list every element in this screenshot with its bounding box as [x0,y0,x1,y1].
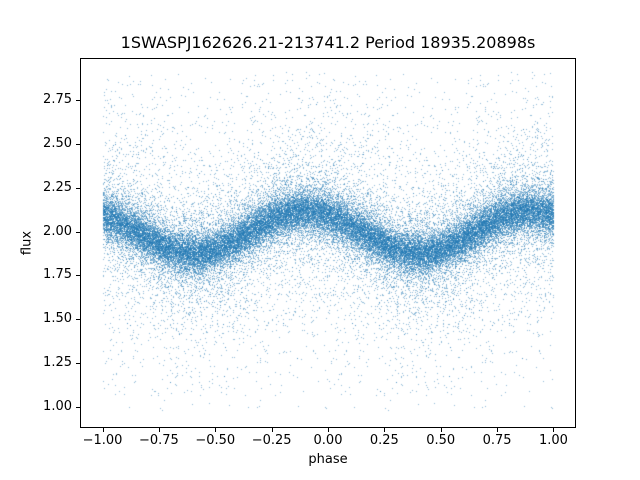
x-tick-mark [158,428,160,432]
x-tick-mark [102,428,104,432]
y-tick-mark [76,274,80,276]
y-tick-mark [76,362,80,364]
y-tick-label: 2.25 [43,179,72,195]
x-tick-mark [496,428,498,432]
chart-title: 1SWASPJ162626.21-213741.2 Period 18935.2… [120,33,536,52]
x-tick-label: −0.50 [195,433,236,448]
x-tick-label: −0.25 [251,433,292,448]
x-tick-label: 0.25 [369,433,399,448]
scatter-plot-canvas [80,58,576,428]
x-tick-label: 0.00 [313,433,343,448]
y-tick-label: 2.00 [43,223,72,239]
x-tick-mark [327,428,329,432]
y-tick-label: 1.00 [43,398,72,414]
x-tick-label: 0.75 [482,433,512,448]
y-tick-label: 1.50 [43,311,72,327]
y-tick-mark [76,143,80,145]
x-axis-label: phase [308,452,348,467]
y-tick-mark [76,231,80,233]
x-tick-mark [271,428,273,432]
y-tick-label: 2.50 [43,135,72,151]
x-tick-mark [552,428,554,432]
x-tick-mark [383,428,385,432]
y-tick-mark [76,318,80,320]
y-tick-mark [76,99,80,101]
x-tick-label: 0.50 [426,433,456,448]
x-tick-label: −0.75 [138,433,179,448]
y-tick-label: 1.75 [43,267,72,283]
y-tick-mark [76,406,80,408]
y-tick-label: 1.25 [43,355,72,371]
x-tick-mark [214,428,216,432]
y-tick-mark [76,187,80,189]
x-tick-mark [440,428,442,432]
x-tick-label: −1.00 [82,433,123,448]
y-tick-label: 2.75 [43,92,72,108]
x-tick-label: 1.00 [538,433,568,448]
